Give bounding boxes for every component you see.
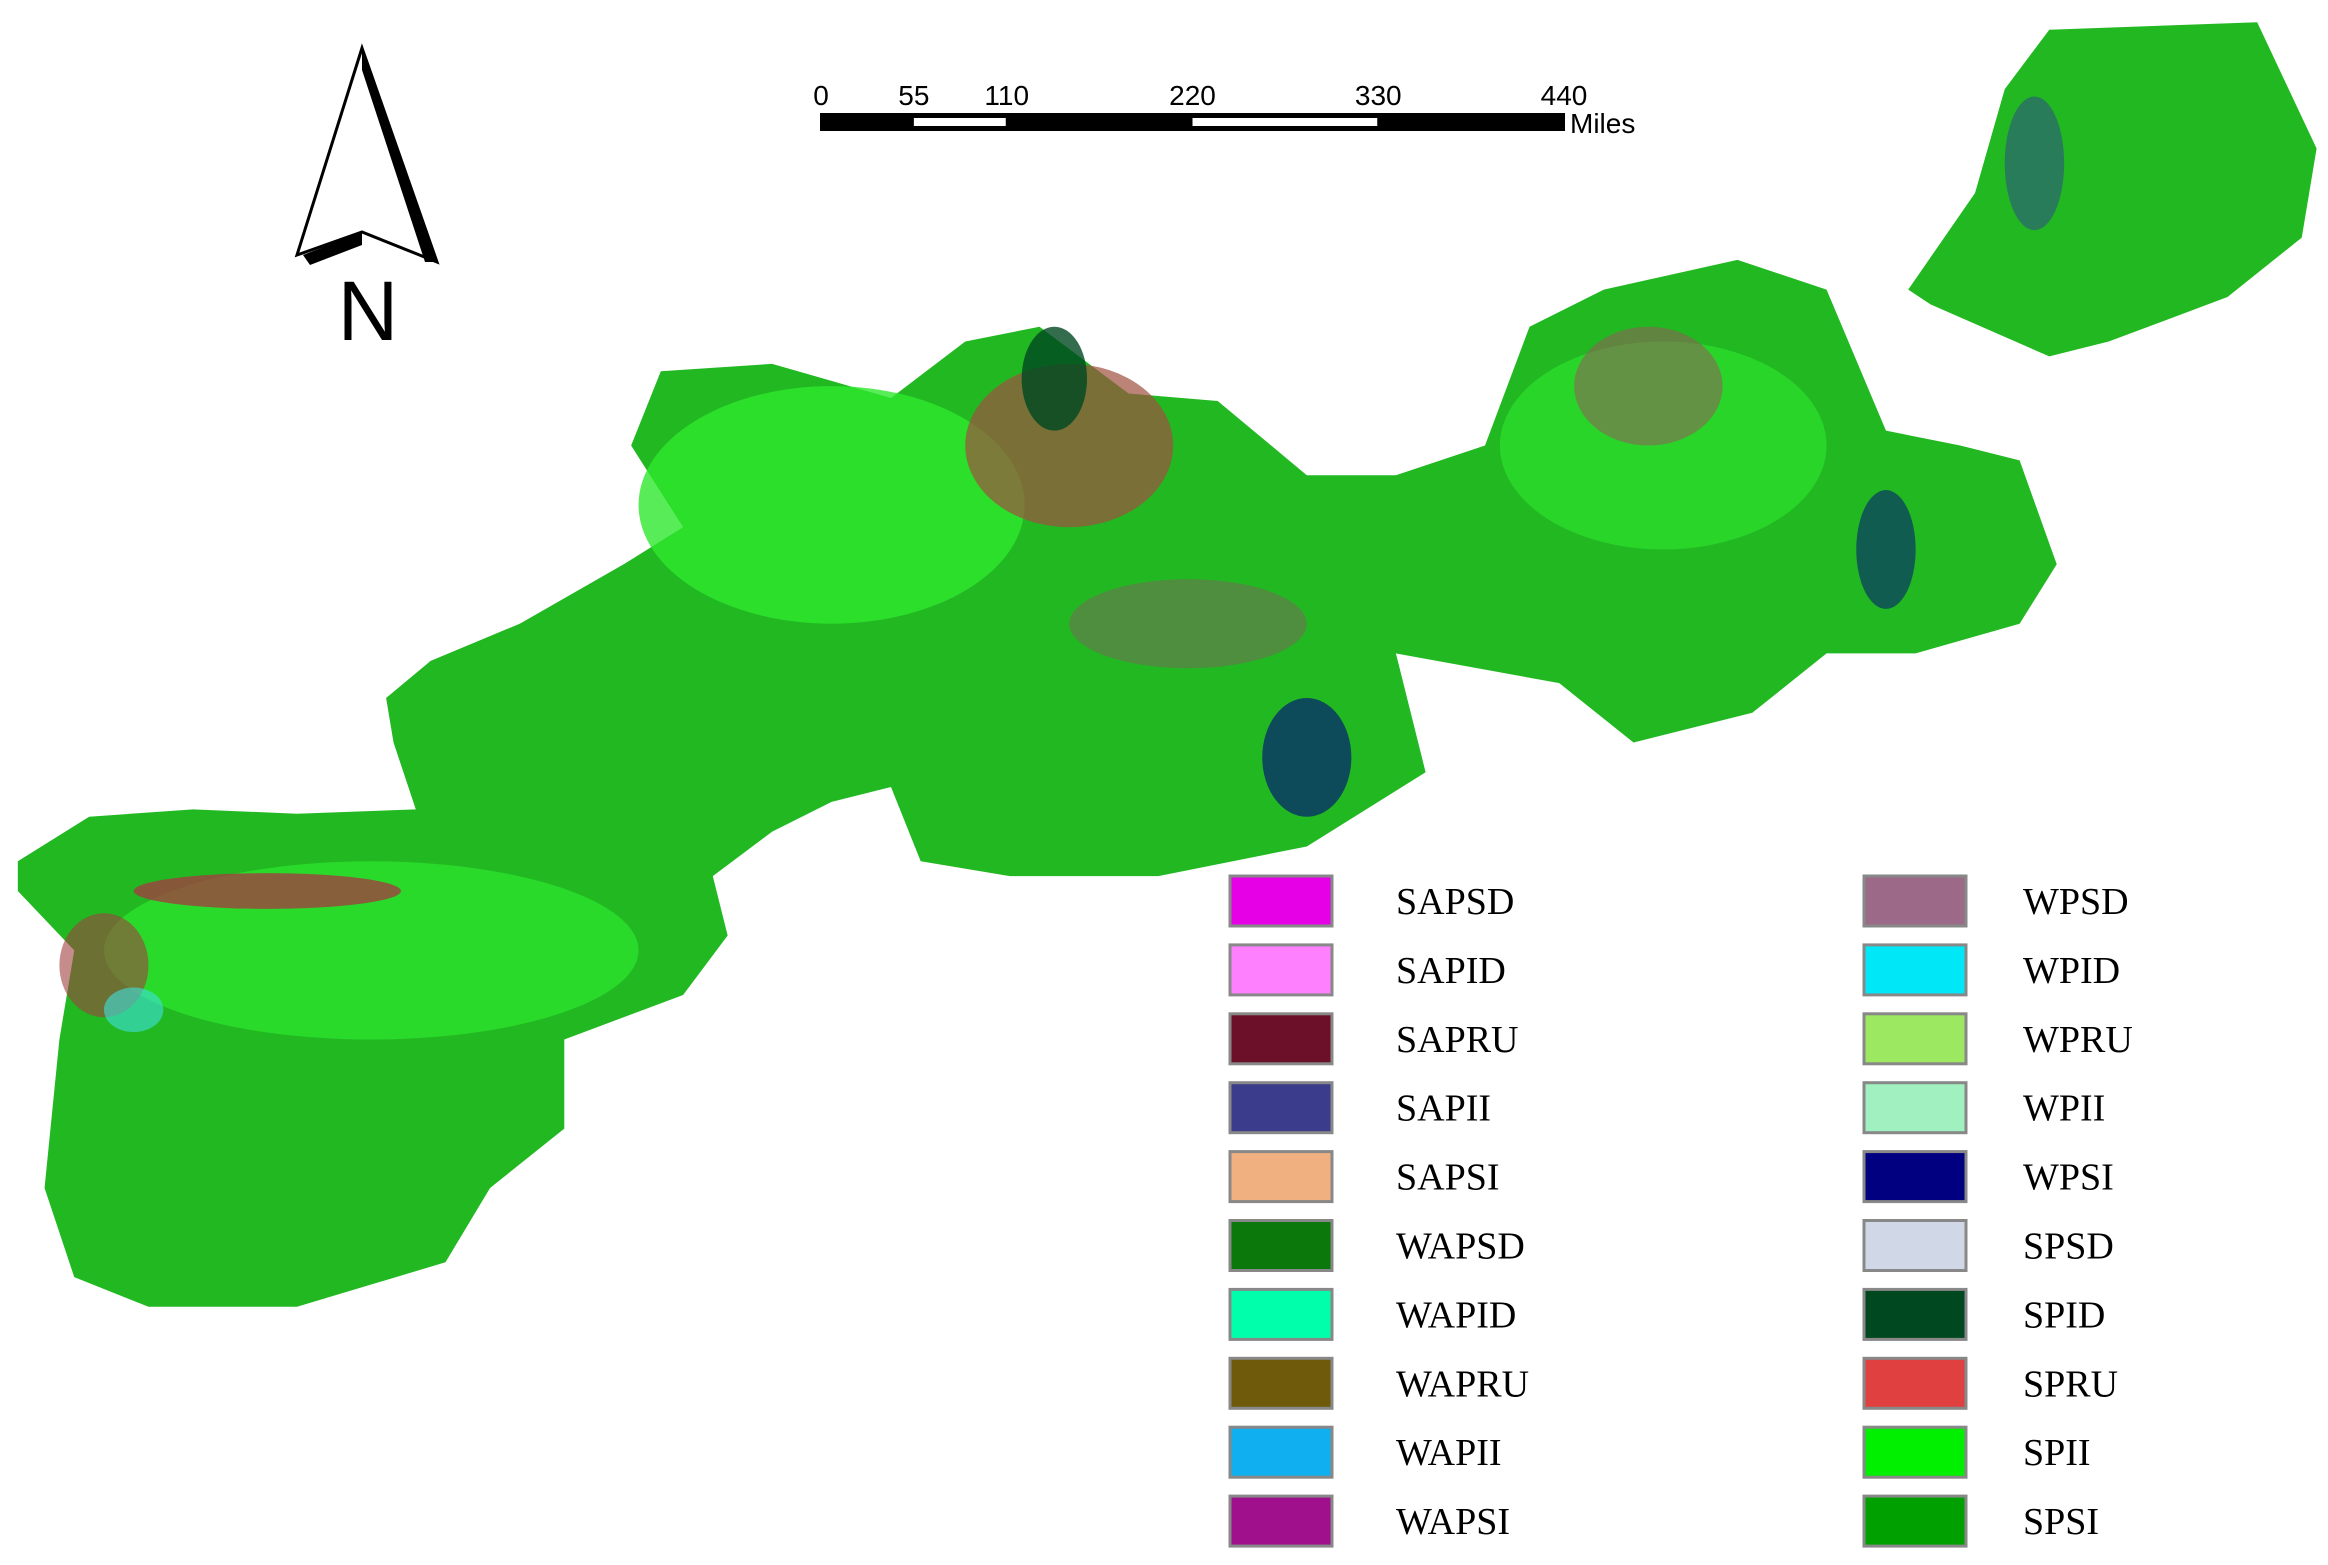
legend-label: SPII (2023, 1432, 2091, 1474)
legend-label: WPID (2023, 950, 2120, 992)
patch (1856, 490, 1916, 609)
legend-label: SAPRU (1396, 1019, 1519, 1061)
arrow-base (303, 232, 362, 265)
legend-label: WPSI (2023, 1157, 2114, 1199)
legend-swatch (1228, 1219, 1334, 1272)
patch (133, 873, 401, 909)
legend-swatch (1228, 1150, 1334, 1204)
scale-segment (913, 118, 1007, 126)
legend-label: WAPII (1396, 1432, 1502, 1474)
legend-label: WAPID (1396, 1294, 1516, 1336)
patch (1069, 579, 1307, 669)
legend-label: SAPII (1396, 1088, 1491, 1130)
scale-label: 220 (1169, 80, 1216, 111)
legend-swatch (1862, 1356, 1968, 1410)
patch (965, 363, 1174, 528)
scale-label: 440 (1541, 80, 1588, 111)
legend-swatch (1862, 874, 1968, 928)
legend-label: WAPRU (1396, 1363, 1529, 1405)
patch (638, 386, 1025, 624)
patch (1021, 326, 1088, 431)
legend-label: SPRU (2023, 1363, 2118, 1405)
legend-label: SPSD (2023, 1226, 2114, 1268)
legend-swatch (1228, 1356, 1334, 1410)
north-arrow: N (294, 43, 440, 358)
legend-label: WAPSD (1396, 1226, 1525, 1268)
scale-label: 330 (1355, 80, 1402, 111)
north-label: N (338, 264, 399, 358)
legend-label: WAPSI (1396, 1501, 1510, 1543)
legend-swatch (1228, 874, 1334, 928)
scale-label: 55 (898, 80, 929, 111)
legend-swatch (1228, 1012, 1334, 1066)
scale-segment (1192, 118, 1379, 126)
main-region (17, 259, 2057, 1307)
legend-label: WPSD (2023, 881, 2129, 923)
patch (1574, 326, 1723, 446)
land-cover-patches (59, 96, 2065, 1040)
legend-swatch (1862, 1012, 1968, 1066)
legend-label: WPRU (2023, 1019, 2133, 1061)
legend: SAPSD SAPID SAPRU SAPII SAPSI WAPSD WAPID WAPRU… (1228, 874, 2133, 1548)
legend-label: SAPSI (1396, 1157, 1500, 1199)
legend-swatch (1228, 943, 1334, 997)
legend-swatch (1862, 1425, 1968, 1479)
arrow-shade (362, 48, 437, 262)
patch (103, 987, 164, 1033)
northeast-region (1908, 22, 2317, 357)
scale-label: 0 (813, 80, 829, 111)
legend-swatch (1862, 1494, 1968, 1548)
map-area (17, 22, 2317, 1307)
legend-swatch (1862, 1287, 1968, 1341)
patch (2004, 96, 2065, 231)
legend-swatch (1862, 943, 1968, 997)
legend-swatch (1228, 1081, 1334, 1135)
legend-swatch (1862, 1081, 1968, 1135)
patch (1262, 697, 1352, 817)
legend-swatch (1228, 1494, 1334, 1548)
legend-label: SPID (2023, 1294, 2105, 1336)
legend-swatch (1862, 1150, 1968, 1204)
legend-label: SPSI (2023, 1501, 2099, 1543)
legend-swatch (1228, 1425, 1334, 1479)
legend-label: WPII (2023, 1088, 2105, 1130)
scale-unit: Miles (1570, 108, 1635, 139)
legend-swatch (1228, 1287, 1334, 1341)
scale-label: 110 (984, 80, 1029, 111)
legend-label: SAPID (1396, 950, 1506, 992)
legend-label: SAPSD (1396, 881, 1514, 923)
legend-swatch (1862, 1219, 1968, 1272)
